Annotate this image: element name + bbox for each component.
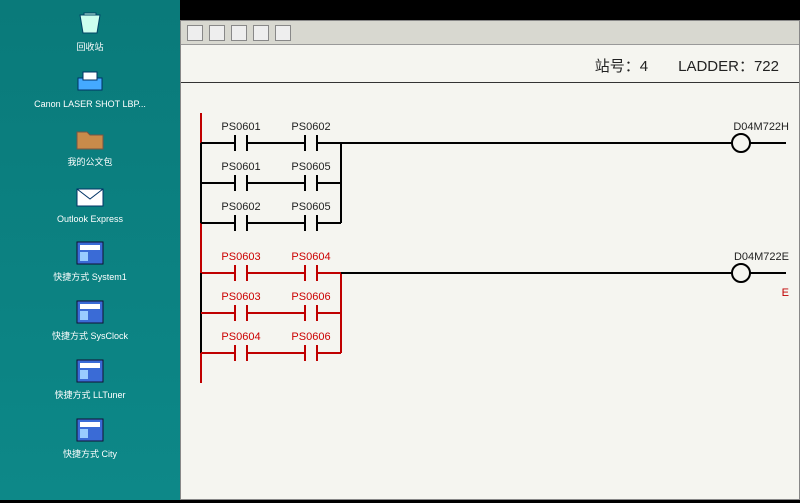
ladder-readout: LADDER：722 (678, 55, 779, 76)
ladder-header: 站号：4 LADDER：722 (181, 45, 799, 83)
desktop-icon-label: 快捷方式 System1 (53, 270, 127, 283)
contact-label: PS0605 (291, 161, 330, 173)
toolbar-button[interactable] (275, 25, 291, 41)
contact-label: PS0601 (221, 161, 260, 173)
toolbar-button[interactable] (231, 25, 247, 41)
contact-label: PS0603 (221, 251, 260, 263)
ladder-label: LADDER： (678, 58, 754, 75)
shortcut2-icon (73, 297, 107, 327)
toolbar (181, 21, 799, 45)
desktop-icon-label: Canon LASER SHOT LBP... (34, 99, 146, 109)
contact-label: PS0601 (221, 121, 260, 133)
shortcut1-icon (73, 238, 107, 268)
output-label: E (782, 287, 789, 299)
ladder-value: 722 (754, 58, 779, 75)
output-label: D04M722E (734, 251, 789, 263)
ladder-svg (181, 83, 800, 503)
desktop-icon-shortcut4[interactable]: 快捷方式 City (4, 415, 176, 460)
output-label: D04M722H (733, 121, 789, 133)
desktop-icon-shortcut2[interactable]: 快捷方式 SysClock (4, 297, 176, 342)
contact-label: PS0606 (291, 291, 330, 303)
folder-icon (73, 123, 107, 153)
desktop-icon-recycle-bin[interactable]: 回收站 (4, 8, 176, 53)
contact-label: PS0602 (221, 201, 260, 213)
desktop-icon-shortcut3[interactable]: 快捷方式 LLTuner (4, 356, 176, 401)
ladder-editor-window: 站号：4 LADDER：722 PS0601 PS0602 PS0601 PS0605… (180, 20, 800, 500)
desktop-icon-outlook[interactable]: Outlook Express (4, 182, 176, 224)
shortcut4-icon (73, 415, 107, 445)
contact-label: PS0604 (221, 331, 260, 343)
station-value: 4 (640, 58, 648, 75)
station-label: 站号： (595, 58, 640, 75)
printer-icon (73, 67, 107, 97)
desktop-icon-label: 我的公文包 (67, 155, 112, 168)
desktop-icon-label: 快捷方式 LLTuner (54, 388, 125, 401)
contact-label: PS0602 (291, 121, 330, 133)
toolbar-button[interactable] (209, 25, 225, 41)
desktop-icon-label: 快捷方式 City (63, 447, 117, 460)
contact-label: PS0606 (291, 331, 330, 343)
station-readout: 站号：4 (595, 55, 648, 76)
contact-label: PS0603 (221, 291, 260, 303)
ladder-diagram: PS0601 PS0602 PS0601 PS0605 PS0602 PS0605 PS06… (181, 83, 799, 503)
outlook-icon (73, 182, 107, 212)
desktop-icon-label: 回收站 (76, 40, 103, 53)
desktop-icon-folder[interactable]: 我的公文包 (4, 123, 176, 168)
contact-label: PS0605 (291, 201, 330, 213)
contact-label: PS0604 (291, 251, 330, 263)
toolbar-button[interactable] (187, 25, 203, 41)
desktop-icon-shortcut1[interactable]: 快捷方式 System1 (4, 238, 176, 283)
desktop-icon-label: 快捷方式 SysClock (52, 329, 128, 342)
toolbar-button[interactable] (253, 25, 269, 41)
desktop-icon-label: Outlook Express (57, 214, 123, 224)
desktop: 回收站 Canon LASER SHOT LBP... 我的公文包 Outlook E… (0, 0, 180, 500)
desktop-icon-printer[interactable]: Canon LASER SHOT LBP... (4, 67, 176, 109)
shortcut3-icon (73, 356, 107, 386)
recycle-bin-icon (73, 8, 107, 38)
